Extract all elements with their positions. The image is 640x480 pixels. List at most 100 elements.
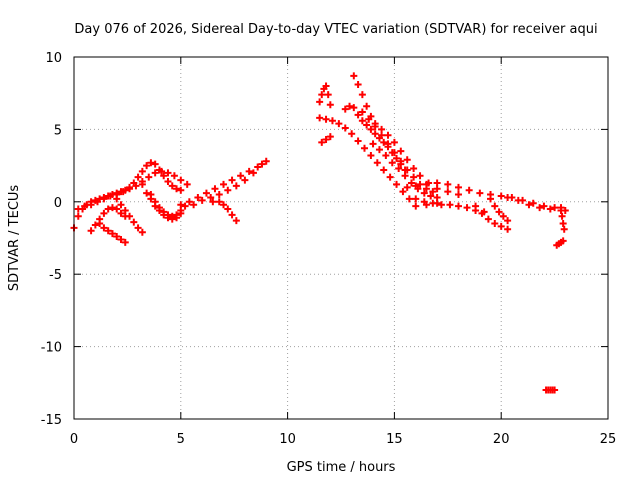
series-track-y (542, 386, 559, 394)
series-track-h (177, 157, 270, 209)
data-point (173, 185, 181, 193)
data-point (410, 173, 418, 181)
data-point (74, 205, 82, 213)
data-point (318, 91, 326, 99)
data-point (367, 151, 375, 159)
data-point (96, 220, 104, 228)
data-point (412, 202, 420, 210)
data-point (559, 220, 567, 228)
data-point (202, 189, 210, 197)
data-point (324, 91, 332, 99)
data-point (168, 182, 176, 190)
data-point (170, 172, 178, 180)
data-point (177, 176, 185, 184)
series-track-n (341, 102, 409, 174)
data-point (177, 201, 185, 209)
series-track-e (113, 195, 146, 236)
data-point (384, 131, 392, 139)
x-tick-label: 5 (177, 432, 185, 447)
data-point (476, 189, 484, 197)
data-point (322, 82, 330, 90)
data-point (354, 111, 362, 119)
y-axis-label: SDTVAR / TECUs (7, 185, 22, 292)
data-point (245, 167, 253, 175)
data-point (132, 182, 140, 190)
data-point (121, 206, 129, 214)
data-point (403, 156, 411, 164)
x-tick-label: 0 (70, 432, 78, 447)
data-point (87, 201, 95, 209)
data-point (151, 198, 159, 206)
data-point (446, 201, 454, 209)
axis-ticks (73, 56, 609, 420)
data-point (454, 191, 462, 199)
data-point (395, 164, 403, 172)
data-point (375, 146, 383, 154)
data-point (126, 212, 134, 220)
data-point (183, 180, 191, 188)
data-point (322, 136, 330, 144)
data-point (198, 196, 206, 204)
data-point (215, 198, 223, 206)
data-point (416, 172, 424, 180)
data-point (384, 140, 392, 148)
data-point (360, 144, 368, 152)
data-point (536, 204, 544, 212)
data-point (328, 117, 336, 125)
data-point (160, 208, 168, 216)
data-point (326, 133, 334, 141)
data-point (429, 188, 437, 196)
data-point (420, 189, 428, 197)
data-point (108, 230, 116, 238)
data-point (499, 212, 507, 220)
data-point (215, 191, 223, 199)
data-point (224, 205, 232, 213)
data-point (465, 186, 473, 194)
data-point (168, 212, 176, 220)
data-point (437, 201, 445, 209)
data-point (104, 205, 112, 213)
data-point (138, 167, 146, 175)
data-point (504, 193, 512, 201)
data-point (134, 173, 142, 181)
data-point (487, 195, 495, 203)
data-point (525, 201, 533, 209)
data-point (113, 233, 121, 241)
data-point (318, 138, 326, 146)
data-point (155, 204, 163, 212)
data-point (232, 182, 240, 190)
y-tick-label: 10 (45, 51, 62, 66)
data-point (232, 217, 240, 225)
data-point (262, 157, 270, 165)
data-points (70, 72, 569, 394)
grid-lines (74, 57, 608, 419)
data-point (403, 166, 411, 174)
data-point (491, 202, 499, 210)
data-point (316, 98, 324, 106)
data-point (181, 202, 189, 210)
series-track-w (557, 206, 568, 233)
data-point (185, 198, 193, 206)
data-point (190, 201, 198, 209)
data-point (164, 211, 172, 219)
series-track-b (74, 167, 191, 213)
data-point (164, 169, 172, 177)
data-point (254, 163, 262, 171)
data-point (220, 180, 228, 188)
y-tick-label: -5 (49, 268, 62, 283)
data-point (117, 209, 125, 217)
data-point (335, 120, 343, 128)
data-point (412, 182, 420, 190)
data-point (158, 167, 166, 175)
data-point (422, 180, 430, 188)
data-point (348, 130, 356, 138)
data-point (420, 198, 428, 206)
data-point (341, 124, 349, 132)
x-tick-label: 10 (279, 432, 296, 447)
data-point (558, 212, 566, 220)
data-point (241, 176, 249, 184)
series-track-q (369, 140, 441, 201)
data-point (91, 221, 99, 229)
data-point (407, 179, 415, 187)
series-track-g (147, 191, 189, 220)
